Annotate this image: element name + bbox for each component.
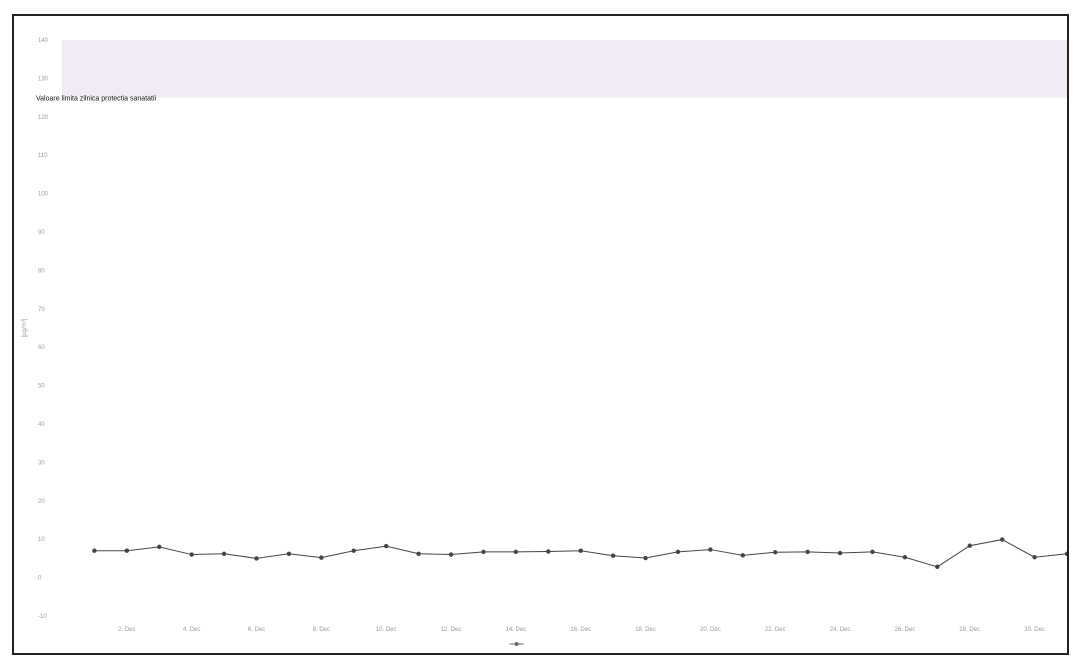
data-point [805,549,810,555]
x-tick-label: 14. Dec [506,627,527,633]
x-tick-label: 26. Dec [895,627,916,633]
data-point [92,548,97,553]
data-point [124,548,130,553]
data-point [740,553,746,558]
series-layer [92,537,1067,570]
y-tick-label: 10 [38,537,45,543]
chart-frame: Valoare limita zilnica protectia sanatat… [12,14,1069,655]
y-tick-label: 60 [38,345,45,351]
data-point [254,556,259,561]
x-tick-label: 22. Dec [765,627,786,633]
data-point [610,553,616,558]
legend[interactable] [509,642,524,646]
x-tick-label: 28. Dec [959,627,980,633]
x-tick-label: 2. Dec [118,627,135,633]
y-tick-label: 40 [38,422,45,428]
x-tick-label: 30. Dec [1024,627,1045,633]
data-point [351,548,356,553]
x-tick-label: 18. Dec [635,627,656,633]
data-point [481,549,486,555]
annotation-label: Valoare limita zilnica protectia sanatat… [36,96,157,103]
legend-marker [514,642,519,646]
data-point [870,549,875,555]
y-tick-label: -10 [38,614,47,620]
line-chart: Valoare limita zilnica protectia sanatat… [22,38,1067,646]
data-point [189,552,194,557]
data-point [675,549,681,555]
limit-band [62,40,1067,98]
data-point [513,549,519,555]
data-point [1032,555,1037,560]
data-point [708,547,713,552]
y-tick-label: 50 [38,384,45,390]
y-tick-label: 0 [38,576,42,582]
x-tick-label: 6. Dec [248,627,265,633]
data-point [286,551,292,556]
y-axis-label: [µg/m³] [22,318,28,337]
data-point [546,549,551,554]
data-point [416,551,421,556]
data-point [967,543,972,548]
y-tick-label: 30 [38,460,45,466]
data-point [999,537,1005,542]
y-tick-label: 20 [38,499,45,505]
x-tick-label: 16. Dec [570,627,591,633]
y-axis: -10 0 10 20 30 40 50 60 70 80 90 100 110 120 130 140 [38,38,49,620]
y-tick-label: 70 [38,307,45,313]
x-tick-label: 10. Dec [376,627,397,633]
data-point [221,551,227,556]
data-point [902,555,908,560]
x-tick-label: 12. Dec [441,627,462,633]
x-axis: 2. Dec 4. Dec 6. Dec 8. Dec 10. Dec 12. Dec 14… [118,627,1045,633]
x-tick-label: 24. Dec [830,627,851,633]
data-point [319,555,324,560]
data-point [935,564,940,570]
data-point [157,544,162,550]
series-line [94,539,1067,568]
y-tick-label: 80 [38,268,45,274]
data-point [383,543,389,549]
x-tick-label: 20. Dec [700,627,721,633]
data-point [643,555,648,561]
data-point [578,548,583,553]
x-tick-label: 4. Dec [183,627,200,633]
x-tick-label: 8. Dec [313,627,330,633]
y-tick-label: 100 [38,192,49,198]
y-tick-label: 110 [38,153,48,159]
data-point [773,550,778,555]
y-tick-label: 140 [38,38,49,44]
y-tick-label: 120 [38,115,49,121]
y-tick-label: 90 [38,230,45,236]
data-point [837,550,843,556]
y-tick-label: 130 [38,76,49,82]
data-point [448,552,454,557]
data-point [1064,551,1067,556]
